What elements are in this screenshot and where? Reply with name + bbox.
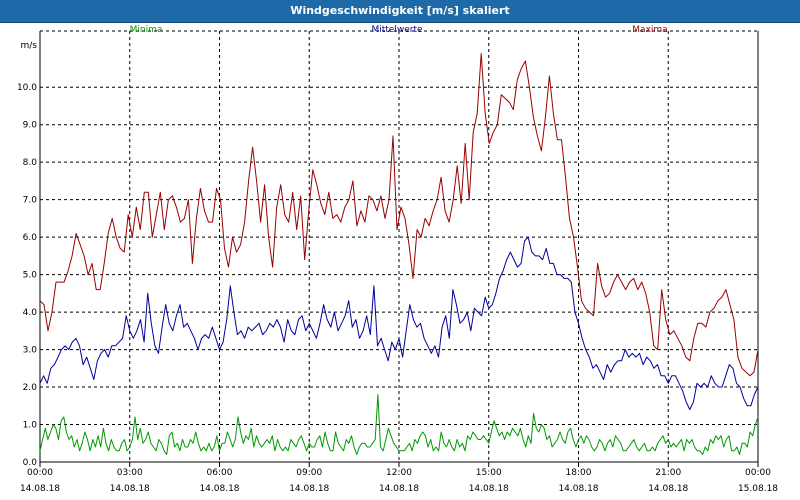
y-tick-label: 2.0: [23, 383, 38, 393]
grid-lines: [40, 30, 758, 463]
x-tick-date: 14.08.18: [469, 484, 509, 494]
x-tick-date: 14.08.18: [110, 484, 150, 494]
y-tick-label: 4.0: [23, 308, 38, 318]
y-tick-label: 9.0: [23, 121, 38, 131]
x-tick-time: 12:00: [386, 468, 412, 478]
series-layer: [39, 53, 759, 455]
x-tick-time: 18:00: [566, 468, 592, 478]
x-tick-date: 14.08.18: [558, 484, 598, 494]
legend: Minima Mittelwerte Maxima: [130, 25, 668, 35]
y-tick-label: 6.0: [23, 233, 38, 243]
y-tick-label: 1.0: [23, 421, 38, 431]
x-tick-date: 14.08.18: [379, 484, 419, 494]
y-axis-label: m/s: [21, 41, 38, 51]
series-line-minima: [39, 394, 759, 455]
x-tick-date: 15.08.18: [738, 484, 778, 494]
x-tick-date: 14.08.18: [289, 484, 329, 494]
legend-item-mittelwerte: Mittelwerte: [371, 25, 422, 35]
x-tick-time: 00:00: [745, 468, 771, 478]
wind-speed-chart: 0.0 1.0 2.0 3.0 4.0 5.0 6.0 7.0 8.0 9.0 10.0 m/s 00:…: [17, 25, 778, 494]
y-tick-label: 5.0: [23, 271, 38, 281]
window-title: Windgeschwindigkeit [m/s] skaliert: [0, 0, 800, 23]
legend-item-maxima: Maxima: [632, 25, 667, 35]
y-tick-label: 10.0: [17, 83, 37, 93]
axes: 0.0 1.0 2.0 3.0 4.0 5.0 6.0 7.0 8.0 9.0 10.0 m/s 00:…: [17, 31, 778, 494]
x-tick-date: 14.08.18: [199, 484, 239, 494]
x-tick-time: 00:00: [27, 468, 53, 478]
y-tick-label: 0.0: [23, 458, 38, 468]
y-tick-label: 8.0: [23, 158, 38, 168]
x-tick-time: 06:00: [207, 468, 233, 478]
x-tick-time: 21:00: [655, 468, 681, 478]
y-tick-label: 7.0: [23, 196, 38, 206]
legend-item-minima: Minima: [130, 25, 163, 35]
x-tick-time: 09:00: [296, 468, 322, 478]
series-line-mittelwerte: [39, 236, 759, 410]
y-tick-label: 3.0: [23, 346, 38, 356]
x-tick-time: 03:00: [117, 468, 143, 478]
x-tick-date: 14.08.18: [648, 484, 688, 494]
x-tick-time: 15:00: [476, 468, 502, 478]
x-tick-date: 14.08.18: [20, 484, 60, 494]
series-line-maxima: [39, 53, 759, 377]
